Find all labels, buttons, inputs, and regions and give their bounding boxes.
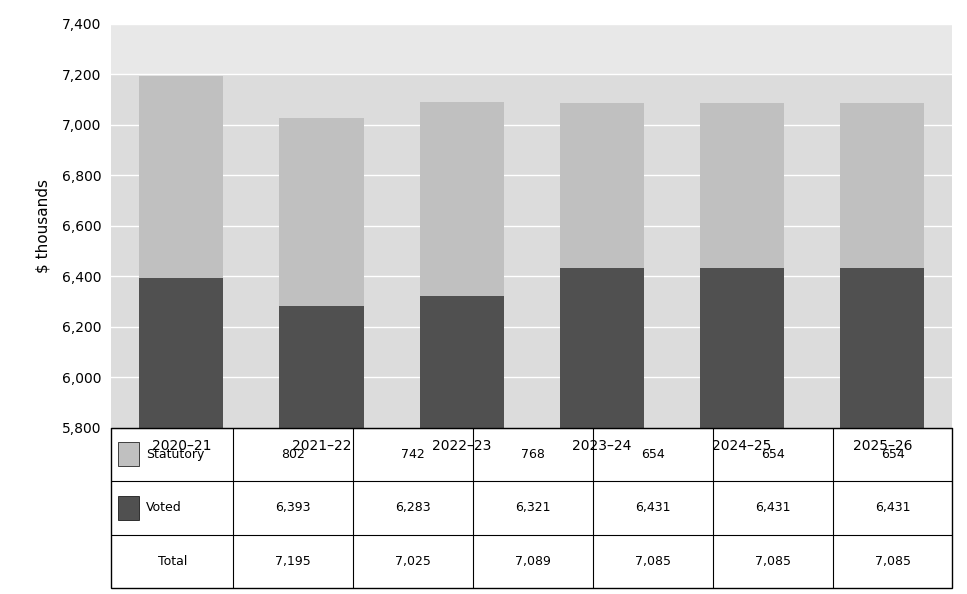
Bar [700,268,784,428]
Text: Total: Total [158,555,187,568]
Text: 768: 768 [521,448,544,461]
Text: Statutory: Statutory [146,448,204,461]
Bar [560,268,644,428]
Text: 7,025: 7,025 [396,555,431,568]
Text: 6,321: 6,321 [515,501,550,514]
Bar [840,268,924,428]
Text: 7,195: 7,195 [276,555,311,568]
Bar [111,24,952,74]
Text: 6,283: 6,283 [396,501,431,514]
Text: 742: 742 [401,448,425,461]
Text: 654: 654 [761,448,784,461]
Text: 7,089: 7,089 [515,555,551,568]
Bar [279,118,364,306]
Bar [420,102,504,296]
Bar [420,296,504,428]
Text: 7,085: 7,085 [634,555,671,568]
Bar [560,103,644,268]
Text: Voted: Voted [146,501,182,514]
Text: 6,431: 6,431 [755,501,790,514]
Text: 654: 654 [641,448,664,461]
Bar [700,103,784,268]
Bar [139,278,223,428]
Y-axis label: $ thousands: $ thousands [36,179,50,273]
Text: 802: 802 [281,448,305,461]
Text: 6,431: 6,431 [875,501,910,514]
Text: 6,431: 6,431 [635,501,670,514]
Bar [279,306,364,428]
Bar [118,496,139,520]
Text: 654: 654 [881,448,904,461]
Bar [139,75,223,278]
Text: 6,393: 6,393 [276,501,310,514]
Text: 7,085: 7,085 [874,555,911,568]
Bar [840,103,924,268]
Text: 7,085: 7,085 [754,555,791,568]
Bar [118,443,139,466]
